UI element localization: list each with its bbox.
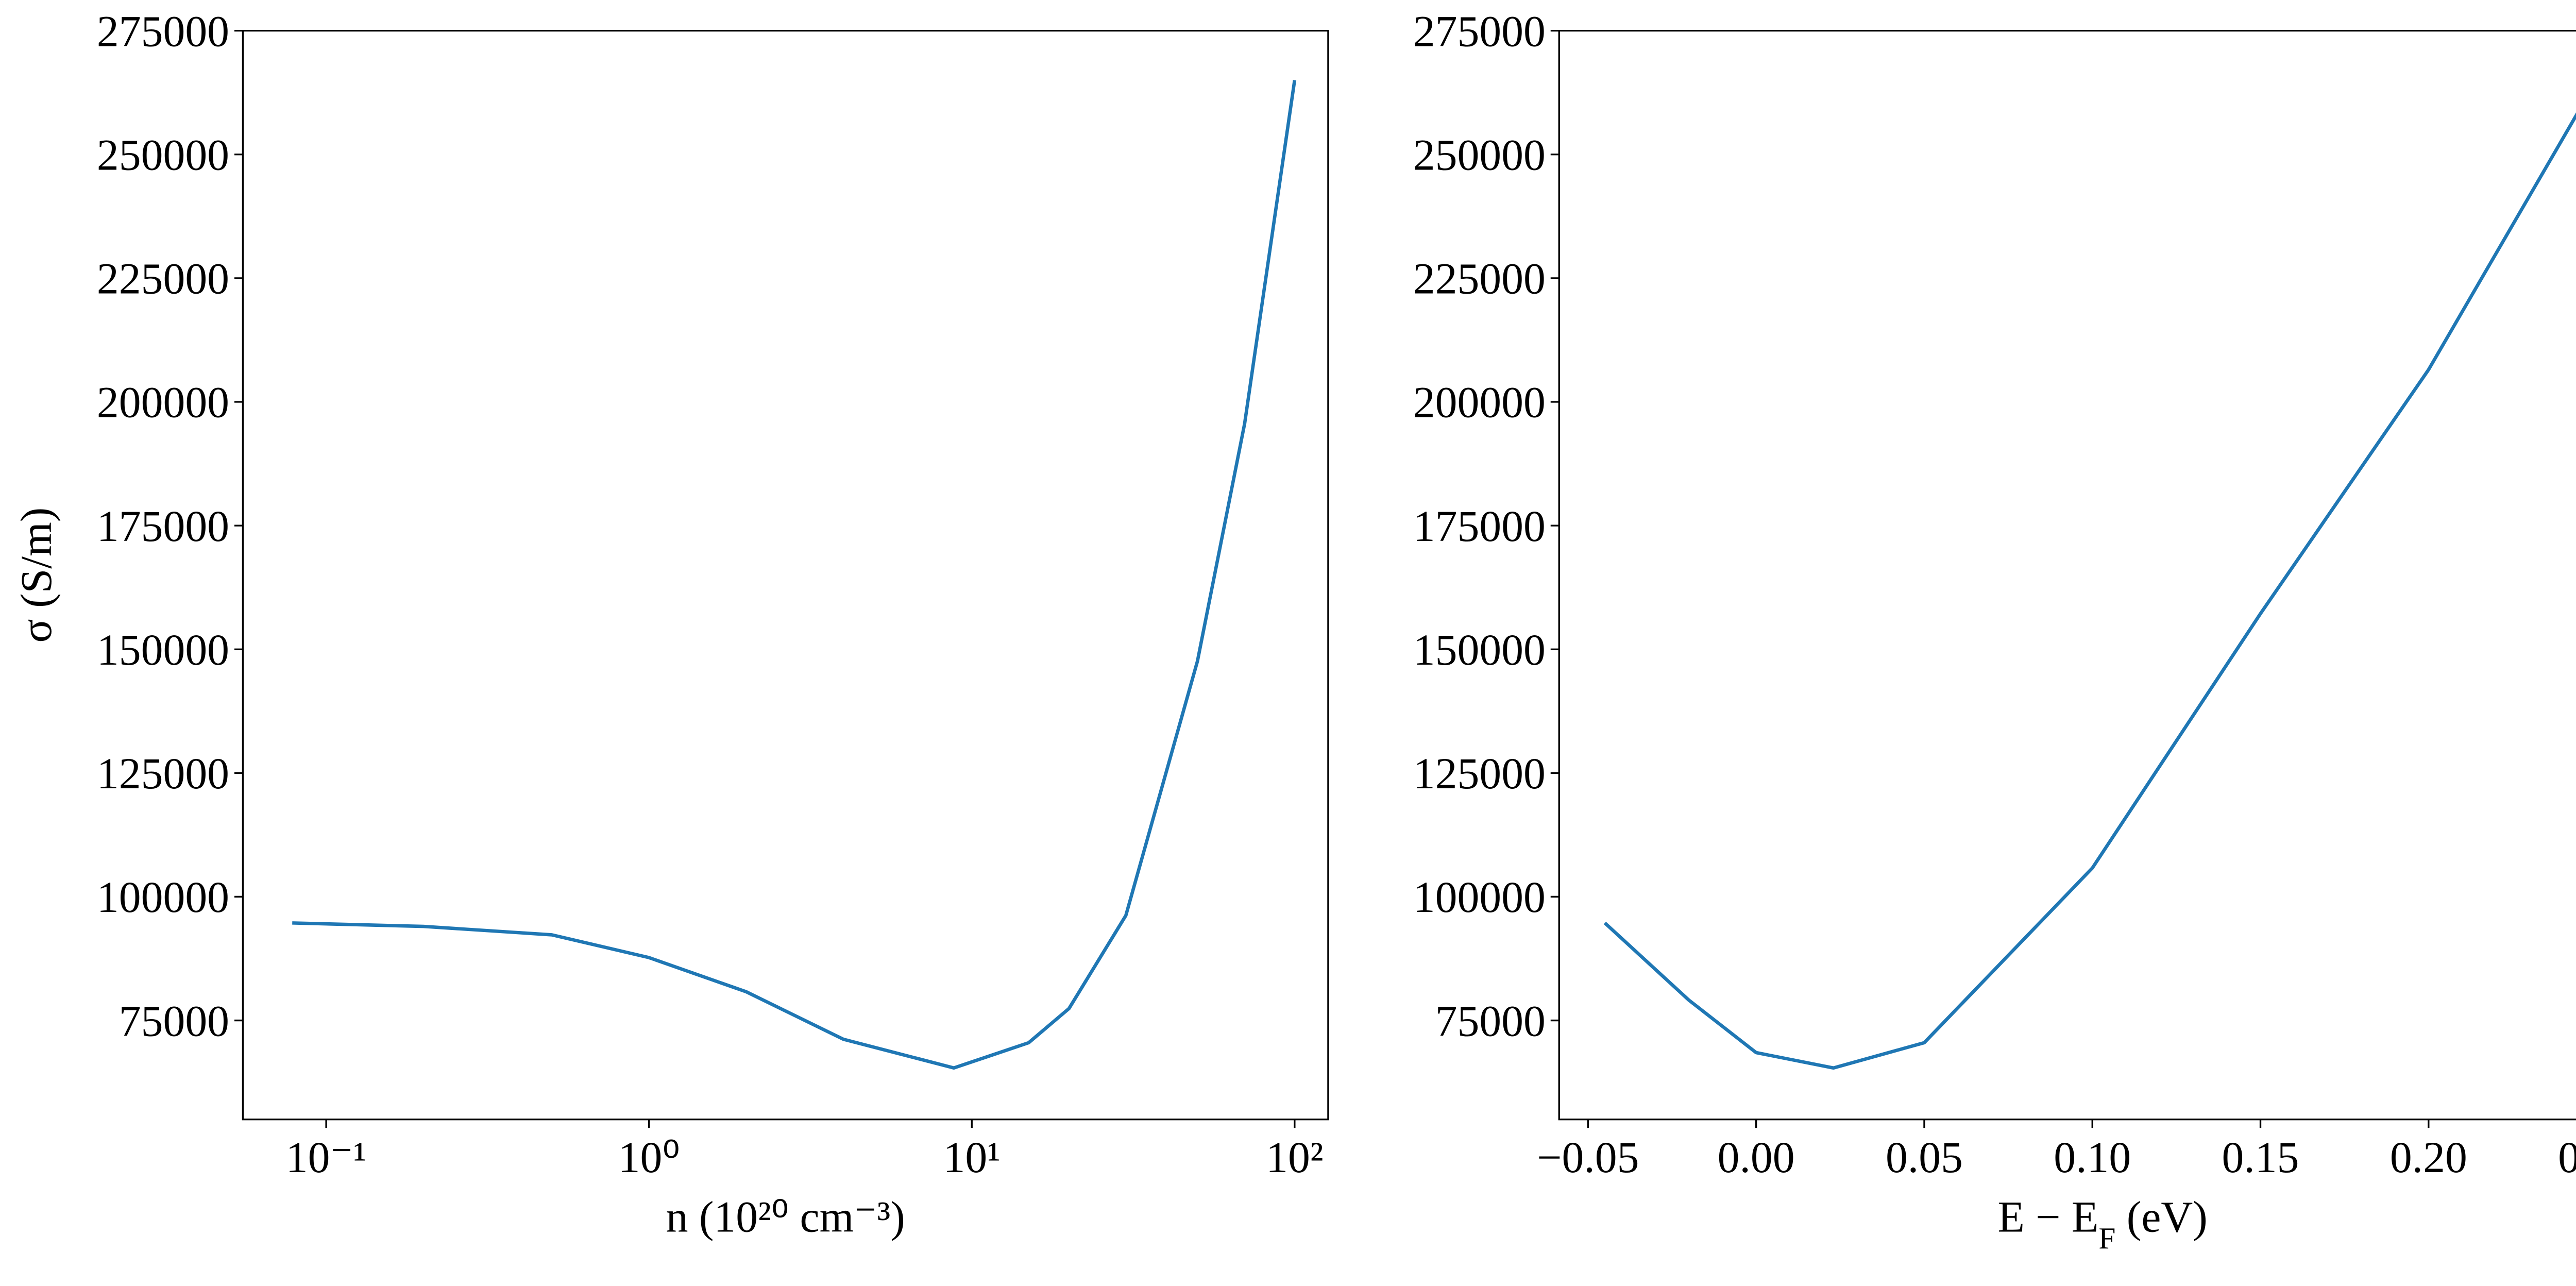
y-tick-label: 175000: [97, 502, 229, 551]
y-tick-label: 100000: [1413, 873, 1546, 922]
data-line: [292, 80, 1297, 1070]
x-tick-label: 0.10: [2054, 1133, 2131, 1182]
y-tick-label: 175000: [1413, 502, 1546, 551]
x-tick-label: 10²: [1266, 1133, 1323, 1182]
y-tick-label: 275000: [97, 7, 229, 56]
y-tick-label: 225000: [1413, 255, 1546, 303]
x-tick-label: 10⁻¹: [286, 1133, 367, 1182]
y-tick-label: 75000: [1435, 996, 1546, 1045]
y-tick-label: 100000: [97, 873, 229, 922]
x-axis-label-part: n (10²⁰ cm⁻³): [666, 1192, 905, 1241]
y-tick-label: 250000: [97, 130, 229, 179]
y-tick-label: 150000: [97, 625, 229, 674]
x-axis-label-part: F: [2098, 1221, 2115, 1255]
x-tick-label: 0.25: [2558, 1133, 2576, 1182]
axes-frame: [242, 29, 1329, 1121]
axes-frame: [1558, 29, 2576, 1121]
y-tick-label: 275000: [1413, 7, 1546, 56]
x-tick-label: 0.00: [1718, 1133, 1795, 1182]
data-line: [1603, 112, 2576, 1070]
y-tick-label: 200000: [97, 378, 229, 427]
x-tick-label: 10⁰: [618, 1133, 680, 1182]
y-tick-label: 150000: [1413, 625, 1546, 674]
x-axis-label-part: E − E: [1997, 1192, 2098, 1241]
x-tick-label: 0.15: [2222, 1133, 2299, 1182]
y-tick-label: 250000: [1413, 130, 1546, 179]
y-tick-label: 75000: [119, 996, 229, 1045]
y-tick-label: 225000: [97, 255, 229, 303]
x-tick-label: −0.05: [1537, 1133, 1639, 1182]
x-tick-label: 10¹: [943, 1133, 1001, 1182]
y-axis-label: σ (S/m): [12, 507, 61, 643]
y-tick-label: 125000: [97, 749, 229, 798]
x-tick-label: 0.20: [2390, 1133, 2467, 1182]
y-tick-label: 200000: [1413, 378, 1546, 427]
x-tick-label: 0.05: [1886, 1133, 1963, 1182]
x-axis-label: E − EF (eV): [1997, 1192, 2207, 1255]
x-axis-label-part: (eV): [2115, 1192, 2207, 1241]
x-axis-label: n (10²⁰ cm⁻³): [666, 1192, 905, 1241]
y-tick-label: 125000: [1413, 749, 1546, 798]
